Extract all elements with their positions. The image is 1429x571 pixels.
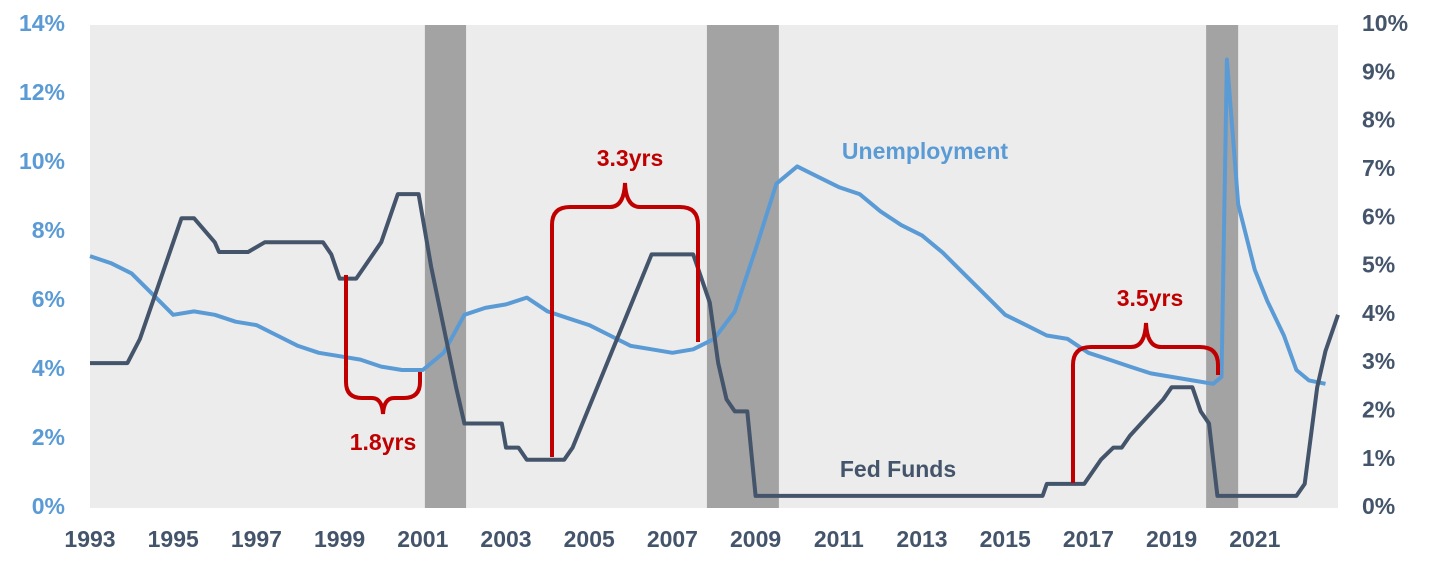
- x-tick-label: 1997: [231, 526, 282, 552]
- series-line: [89, 57, 1326, 386]
- x-tick-label: 2005: [564, 526, 615, 552]
- y2-tick-label: 10%: [1362, 10, 1408, 36]
- y2-tick-label: 6%: [1362, 203, 1395, 229]
- y2-tick-label: 4%: [1362, 300, 1395, 326]
- bracket: [344, 275, 422, 415]
- x-tick-label: 2019: [1146, 526, 1197, 552]
- x-tick-label: 2003: [480, 526, 531, 552]
- y2-tick-label: 0%: [1362, 493, 1395, 519]
- y-tick-label: 2%: [32, 424, 65, 450]
- y-tick-label: 12%: [19, 79, 65, 105]
- series-label: Unemployment: [842, 138, 1008, 164]
- y-tick-label: 6%: [32, 286, 65, 312]
- x-tick-label: 2015: [980, 526, 1031, 552]
- series-line: [90, 192, 1340, 498]
- annotations: 1.8yrs 3.3yrs 3.5yrs: [344, 145, 1220, 483]
- y-tick-label: 10%: [19, 148, 65, 174]
- y-tick-label: 14%: [19, 10, 65, 36]
- y2-tick-label: 1%: [1362, 445, 1395, 471]
- annotation: 3.3yrs: [597, 145, 664, 171]
- annotation: 1.8yrs: [350, 429, 417, 455]
- y2-tick-label: 8%: [1362, 107, 1395, 133]
- x-tick-label: 2017: [1063, 526, 1114, 552]
- x-tick-label: 2011: [814, 526, 864, 552]
- y2-tick-label: 2%: [1362, 396, 1395, 422]
- y2-tick-label: 9%: [1362, 58, 1395, 84]
- x-tick-label: 2007: [647, 526, 698, 552]
- series-label: Fed Funds: [840, 456, 956, 482]
- x-tick-label: 1999: [314, 526, 365, 552]
- x-tick-label: 2001: [397, 526, 448, 552]
- y-tick-label: 8%: [32, 217, 65, 243]
- bracket: [1071, 322, 1220, 483]
- annotation: 3.5yrs: [1117, 285, 1184, 311]
- recession-band: [706, 25, 779, 508]
- line-layer: Unemployment Fed Funds: [89, 57, 1340, 498]
- y2-tick-label: 5%: [1362, 252, 1395, 278]
- plot-layer: 0% 2% 4% 6% 8% 10% 12% 14% 0% 1% 2% 3% 4% 5% 6% 7% 8% 9% 1…: [19, 10, 1408, 552]
- y-tick-label: 4%: [32, 355, 65, 381]
- y2-tick-label: 3%: [1362, 348, 1395, 374]
- x-tick-label: 2013: [896, 526, 947, 552]
- y-tick-label: 0%: [32, 493, 65, 519]
- x-tick-label: 1993: [64, 526, 115, 552]
- x-tick-label: 1995: [148, 526, 199, 552]
- x-tick-label: 2009: [730, 526, 781, 552]
- x-tick-label: 2021: [1229, 526, 1280, 552]
- y2-tick-label: 7%: [1362, 155, 1395, 181]
- bracket: [550, 182, 700, 457]
